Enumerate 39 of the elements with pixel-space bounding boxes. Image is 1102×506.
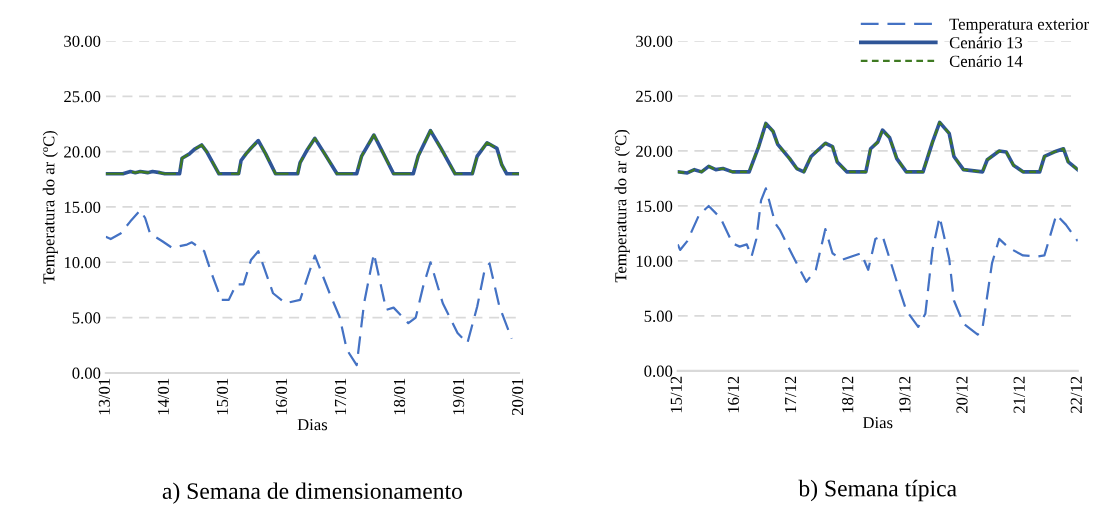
x-tick-label: 18/01 [393,378,406,415]
x-tick-label: 14/01 [157,378,169,415]
y-tick-label: 20.00 [64,146,101,158]
x-tick-label: 15/12 [670,376,682,413]
x-tick-label: 13/01 [98,378,110,415]
y-tick-label: 20.00 [636,145,673,157]
y-tick-label: 5.00 [72,312,101,324]
y-tick-label: 5.00 [644,310,673,322]
x-axis-title: Dias [297,419,328,431]
x-tick-label: 18/12 [842,376,854,413]
y-tick-label: 10.00 [64,256,101,269]
x-tick-label: 20/01 [511,378,524,416]
x-axis-title: Dias [862,417,893,429]
x-tick-label: 20/12 [956,376,968,413]
y-tick-label: 30.00 [636,35,673,48]
text: a) Semana de dimensionamento [162,482,462,504]
y-tick-label: 15.00 [64,201,101,213]
x-tick-label: 16/01 [275,378,288,415]
x-tick-label: 16/12 [727,376,740,413]
y-tick-label: 25.00 [64,91,101,103]
y-axis-title: Temperatura do ar (ºC) [614,129,630,283]
x-tick-label: 22/12 [1070,376,1082,413]
legend-label: Temperatura exterior [949,18,1089,34]
x-tick-label: 17/01 [334,378,347,415]
y-axis-title: Temperatura do ar (ºC) [42,130,58,284]
x-tick-label: 21/12 [1013,376,1025,413]
x-tick-label: 17/12 [784,376,797,413]
legend-label: Cenário 14 [949,55,1023,67]
x-tick-label: 19/01 [452,378,465,415]
y-tick-label: 15.00 [636,200,673,212]
y-tick-label: 0.00 [644,365,673,377]
legend-label: Cenário 13 [949,36,1023,49]
y-tick-label: 25.00 [636,90,673,102]
y-tick-label: 0.00 [72,367,101,379]
x-tick-label: 15/01 [216,378,229,415]
x-tick-label: 19/12 [899,376,911,413]
text: b) Semana típica [798,479,957,502]
y-tick-label: 10.00 [636,255,673,267]
y-tick-label: 30.00 [64,35,101,48]
